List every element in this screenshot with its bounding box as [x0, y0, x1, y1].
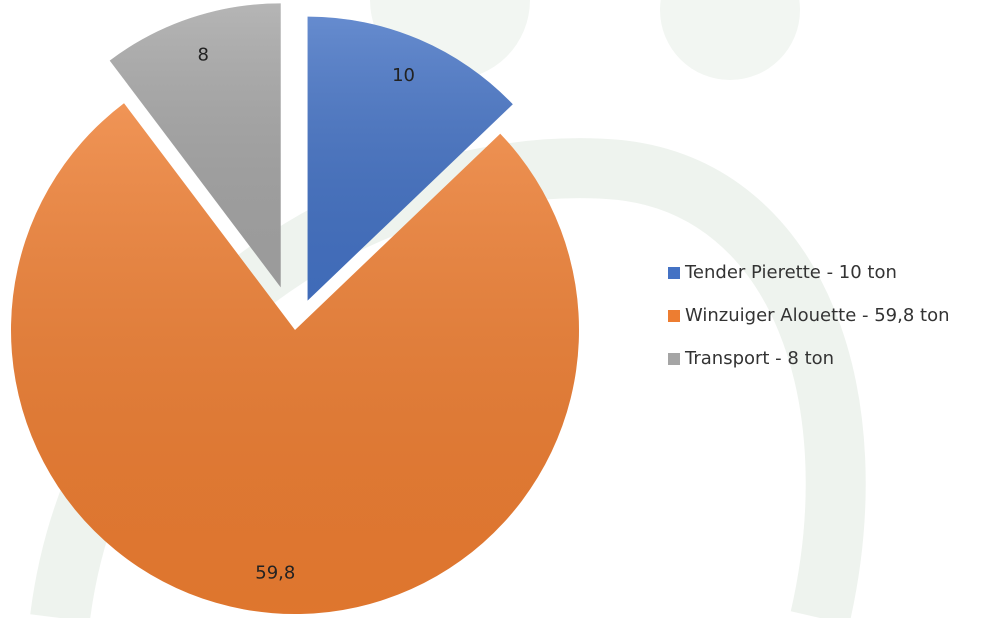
legend-swatch — [668, 267, 680, 279]
slice-label: 10 — [392, 65, 415, 86]
slice-shade — [10, 103, 579, 615]
legend-label: Transport - 8 ton — [684, 348, 834, 369]
slice-label: 59,8 — [255, 562, 295, 583]
legend: Tender Pierette - 10 ton Winzuiger Alouet… — [668, 262, 950, 369]
pie: 10 59,8 8 — [10, 3, 579, 615]
legend-swatch — [668, 353, 680, 365]
slice-shade — [307, 16, 513, 301]
slice-label: 8 — [197, 45, 208, 66]
slice-shade — [109, 3, 281, 288]
legend-swatch — [668, 310, 680, 322]
legend-label: Tender Pierette - 10 ton — [684, 262, 897, 283]
legend-label: Winzuiger Alouette - 59,8 ton — [685, 305, 950, 326]
